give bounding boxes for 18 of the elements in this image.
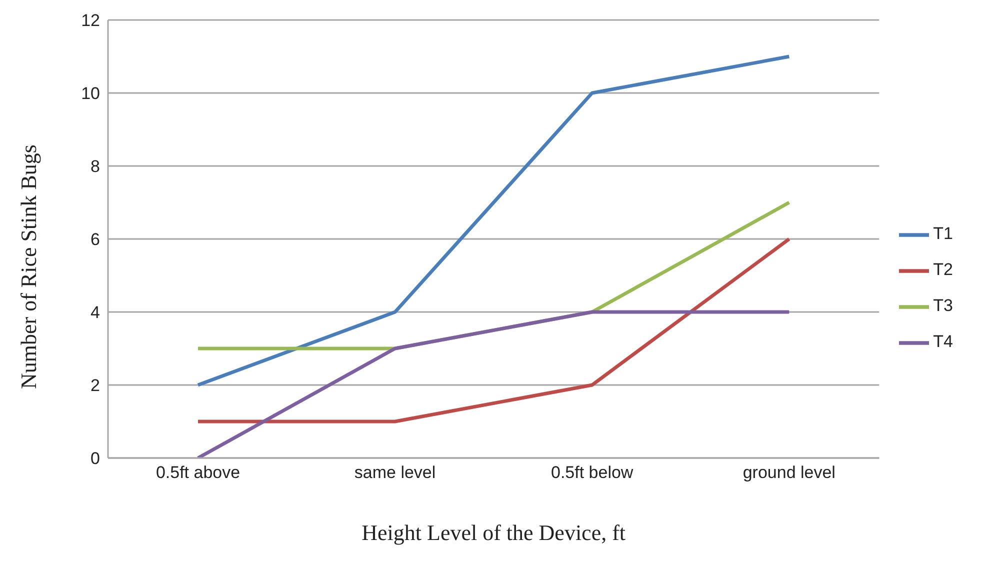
y-tick-label: 8 (90, 157, 100, 176)
y-tick-label: 2 (90, 376, 100, 396)
y-tick-label: 6 (90, 230, 100, 250)
legend-label: T2 (933, 260, 953, 279)
x-axis-title: Height Level of the Device, ft (362, 520, 626, 545)
x-tick-label: same level (354, 463, 436, 482)
y-tick-label: 4 (90, 303, 100, 322)
x-tick-label: 0.5ft below (550, 463, 634, 482)
y-tick-label: 10 (81, 84, 100, 104)
legend-label: T3 (933, 296, 953, 315)
x-tick-label: ground level (742, 463, 836, 482)
y-tick-label: 12 (81, 11, 100, 30)
y-tick-label: 0 (90, 449, 100, 468)
legend-label: T4 (933, 332, 953, 351)
y-axis-title: Number of Rice Stink Bugs (16, 144, 41, 389)
line-series (196, 54, 791, 387)
x-tick-label: 0.5ft above (156, 463, 240, 482)
legend-label: T1 (933, 224, 953, 243)
